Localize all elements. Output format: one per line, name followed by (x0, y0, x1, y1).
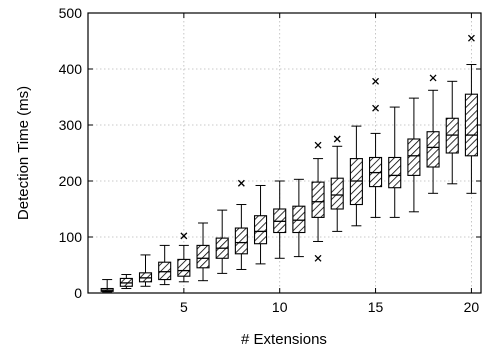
box-18 (426, 74, 440, 194)
box-15 (369, 77, 383, 218)
iqr-box (311, 181, 325, 218)
x-axis-label: # Extensions (241, 331, 327, 348)
iqr-box (330, 177, 344, 210)
iqr-box (177, 258, 191, 277)
box-6 (196, 222, 210, 282)
grid (88, 13, 481, 293)
x-tick-label: 20 (464, 299, 480, 315)
y-tick-label: 200 (59, 173, 83, 189)
outlier-marker (237, 179, 245, 187)
iqr-box (234, 227, 248, 255)
x-tick-label: 5 (180, 299, 188, 315)
y-tick-label: 100 (59, 229, 83, 245)
outlier-marker (372, 104, 380, 112)
box-12 (311, 141, 325, 262)
iqr-box (158, 261, 172, 281)
box-16 (388, 106, 402, 218)
iqr-box (388, 156, 402, 189)
box-9 (253, 184, 268, 265)
outlier-marker (180, 232, 188, 240)
y-tick-label: 0 (74, 285, 82, 301)
iqr-box (292, 205, 306, 234)
iqr-box (407, 138, 421, 176)
box-10 (273, 180, 287, 259)
box-11 (292, 178, 306, 258)
box-8 (234, 179, 248, 270)
outlier-marker (333, 135, 341, 143)
x-tick-label: 15 (368, 299, 384, 315)
box-3 (138, 254, 153, 287)
plot-frame (87, 12, 482, 294)
tick-marks (88, 12, 481, 294)
box-17 (407, 97, 421, 213)
outlier-marker (314, 254, 322, 262)
box-20 (464, 34, 478, 194)
box-5 (177, 232, 191, 283)
box-1 (100, 279, 114, 293)
box-13 (330, 135, 344, 232)
box-2 (119, 274, 133, 290)
outlier-marker (314, 141, 322, 149)
y-tick-label: 300 (59, 117, 83, 133)
iqr-box (464, 93, 478, 157)
iqr-box (196, 244, 210, 269)
box-7 (215, 209, 229, 274)
outlier-marker (372, 77, 380, 85)
boxes (100, 34, 478, 293)
iqr-box (426, 131, 440, 168)
box-19 (445, 80, 459, 185)
iqr-box (253, 215, 268, 245)
y-tick-label: 400 (59, 61, 83, 77)
y-tick-label: 500 (59, 5, 83, 21)
box-14 (349, 125, 363, 227)
outlier-marker (429, 74, 437, 82)
y-axis-label: Detection Time (ms) (15, 86, 32, 220)
tick-labels: 0 100 200 300 400 500 5 10 15 20 (59, 5, 480, 315)
outlier-marker (467, 34, 475, 42)
box-4 (158, 244, 172, 286)
x-tick-label: 10 (272, 299, 288, 315)
